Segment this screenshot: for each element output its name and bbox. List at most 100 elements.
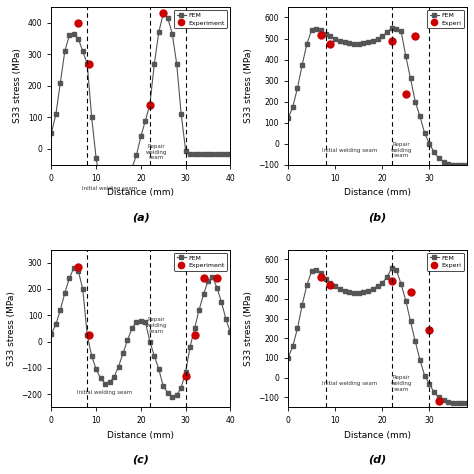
FEM bbox=[356, 290, 362, 296]
FEM bbox=[365, 39, 371, 45]
FEM bbox=[393, 26, 399, 32]
FEM bbox=[304, 282, 310, 288]
FEM bbox=[342, 288, 347, 294]
FEM bbox=[431, 390, 437, 395]
FEM bbox=[107, 380, 112, 385]
Experi bbox=[427, 328, 432, 333]
FEM bbox=[304, 41, 310, 46]
Experi bbox=[389, 38, 394, 44]
Experiment bbox=[87, 332, 92, 338]
FEM bbox=[219, 151, 224, 156]
FEM bbox=[214, 151, 220, 156]
Experiment bbox=[147, 102, 153, 108]
Text: Initial welding seam: Initial welding seam bbox=[77, 390, 133, 395]
FEM bbox=[53, 321, 59, 327]
FEM bbox=[147, 102, 153, 108]
FEM bbox=[379, 280, 385, 286]
FEM bbox=[285, 116, 291, 121]
FEM bbox=[71, 265, 77, 271]
FEM bbox=[459, 162, 465, 168]
FEM bbox=[111, 374, 117, 380]
Line: FEM: FEM bbox=[286, 266, 469, 405]
FEM bbox=[129, 165, 135, 171]
FEM bbox=[290, 104, 296, 109]
FEM bbox=[196, 151, 202, 156]
FEM bbox=[66, 33, 72, 38]
Line: FEM: FEM bbox=[286, 26, 469, 166]
FEM bbox=[143, 118, 148, 123]
FEM bbox=[356, 41, 362, 46]
FEM bbox=[201, 151, 206, 156]
FEM bbox=[80, 48, 86, 54]
FEM bbox=[156, 29, 162, 35]
Text: Repair
welding
seam: Repair welding seam bbox=[391, 142, 412, 158]
FEM bbox=[116, 364, 121, 369]
FEM bbox=[214, 285, 220, 291]
Text: Initial welding seam: Initial welding seam bbox=[322, 147, 377, 153]
FEM bbox=[427, 381, 432, 386]
FEM bbox=[169, 394, 175, 400]
FEM bbox=[346, 289, 352, 295]
FEM bbox=[441, 159, 447, 164]
FEM bbox=[332, 283, 338, 289]
FEM bbox=[169, 31, 175, 36]
Line: FEM: FEM bbox=[50, 266, 232, 399]
FEM bbox=[66, 275, 72, 281]
FEM bbox=[346, 40, 352, 46]
FEM bbox=[393, 267, 399, 273]
Experiment bbox=[183, 373, 189, 379]
FEM bbox=[408, 319, 413, 324]
FEM bbox=[89, 115, 94, 120]
Line: Experiment: Experiment bbox=[75, 263, 220, 379]
Text: (b): (b) bbox=[368, 212, 387, 222]
FEM bbox=[313, 26, 319, 32]
FEM bbox=[384, 29, 390, 35]
FEM bbox=[464, 162, 470, 168]
FEM bbox=[210, 151, 215, 156]
FEM bbox=[228, 151, 233, 156]
Y-axis label: S33 stress (MPa): S33 stress (MPa) bbox=[244, 48, 253, 123]
FEM bbox=[143, 319, 148, 325]
FEM bbox=[323, 276, 328, 282]
FEM bbox=[111, 211, 117, 217]
FEM bbox=[328, 34, 333, 39]
FEM bbox=[332, 36, 338, 41]
FEM bbox=[318, 27, 324, 33]
FEM bbox=[223, 151, 229, 156]
FEM bbox=[342, 39, 347, 45]
FEM bbox=[389, 265, 394, 271]
Experi bbox=[403, 91, 409, 97]
FEM bbox=[174, 392, 180, 398]
FEM bbox=[152, 353, 157, 359]
Experiment bbox=[192, 332, 198, 338]
Experi bbox=[412, 34, 418, 39]
FEM bbox=[295, 326, 301, 331]
FEM bbox=[417, 113, 423, 119]
Text: Repair
welding
seam: Repair welding seam bbox=[146, 318, 167, 334]
FEM bbox=[422, 373, 428, 379]
FEM bbox=[192, 326, 198, 331]
FEM bbox=[120, 204, 126, 210]
Experiment bbox=[75, 20, 81, 26]
FEM bbox=[160, 10, 166, 16]
Legend: FEM, Experiment: FEM, Experiment bbox=[174, 253, 227, 271]
FEM bbox=[84, 332, 90, 338]
FEM bbox=[375, 36, 381, 41]
FEM bbox=[174, 61, 180, 66]
Text: (c): (c) bbox=[132, 455, 149, 465]
FEM bbox=[53, 111, 59, 117]
FEM bbox=[309, 27, 314, 33]
Experi bbox=[328, 41, 333, 46]
FEM bbox=[446, 400, 451, 405]
FEM bbox=[441, 398, 447, 403]
Legend: FEM, Experi: FEM, Experi bbox=[427, 10, 464, 28]
FEM bbox=[408, 76, 413, 82]
Text: Initial welding seam: Initial welding seam bbox=[322, 381, 377, 386]
FEM bbox=[464, 401, 470, 406]
FEM bbox=[398, 281, 404, 287]
FEM bbox=[328, 280, 333, 286]
FEM bbox=[412, 338, 418, 344]
Y-axis label: S33 stress (MPa): S33 stress (MPa) bbox=[7, 291, 16, 366]
FEM bbox=[403, 298, 409, 304]
FEM bbox=[365, 288, 371, 294]
